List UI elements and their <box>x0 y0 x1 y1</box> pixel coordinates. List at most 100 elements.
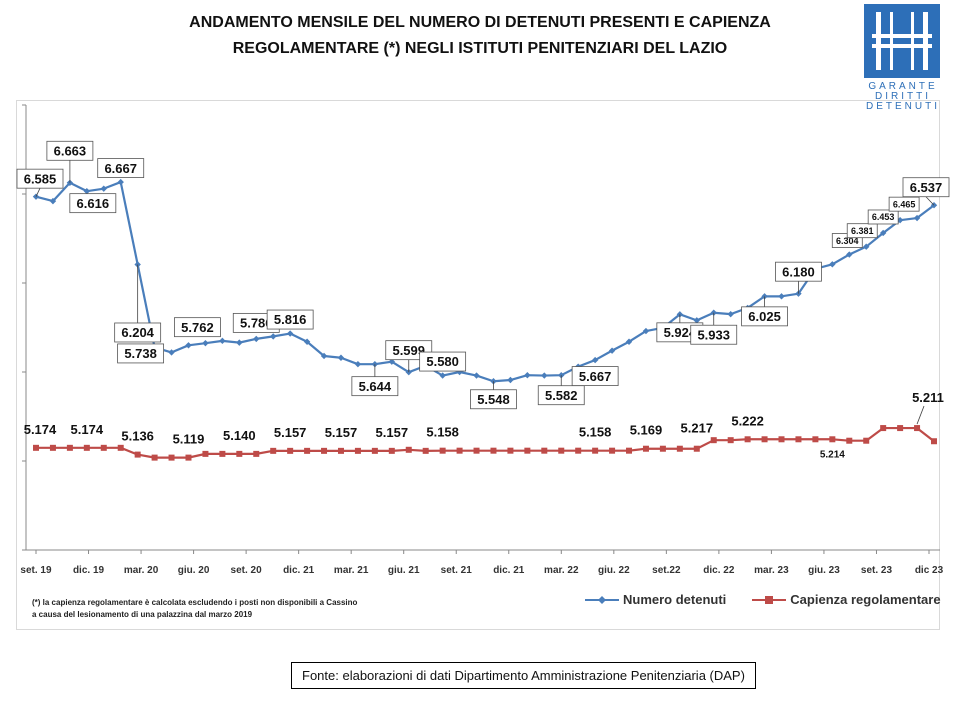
point-capienza <box>659 445 666 452</box>
data-label-capienza: 5.157 <box>325 425 358 440</box>
point-capienza <box>473 447 480 454</box>
point-capienza <box>642 445 649 452</box>
x-tick-label: giu. 22 <box>598 565 630 576</box>
legend-item-capienza: Capienza regolamentare <box>752 592 941 607</box>
x-tick-label: dic. 22 <box>703 565 735 576</box>
data-label-detenuti: 6.025 <box>748 309 781 324</box>
logo-grid-icon <box>872 12 932 70</box>
data-label-capienza: 5.174 <box>24 422 57 437</box>
point-capienza <box>371 447 378 454</box>
x-tick-label: dic. 21 <box>283 565 315 576</box>
point-capienza <box>253 450 260 457</box>
data-label-detenuti: 5.738 <box>124 346 157 361</box>
legend: Numero detenuti Capienza regolamentare <box>585 592 941 607</box>
data-label-box <box>690 324 738 345</box>
point-detenuti <box>625 338 633 345</box>
data-label-detenuti: 6.465 <box>893 199 916 209</box>
point-capienza <box>321 447 328 454</box>
point-capienza <box>66 444 73 451</box>
point-detenuti <box>270 333 277 340</box>
point-detenuti <box>253 335 260 343</box>
x-tick-label: mar. 22 <box>544 565 579 576</box>
data-label-detenuti: 6.667 <box>104 161 137 176</box>
point-detenuti <box>693 317 700 324</box>
point-capienza <box>727 437 734 444</box>
line-chart: set. 19 dic. 19 mar. 20 giu. 20 set. 20 dic. … <box>16 104 950 576</box>
data-label-detenuti: 6.537 <box>910 180 943 195</box>
point-capienza <box>202 450 209 457</box>
data-label-box <box>846 223 878 239</box>
logo-text-line3: DETENUTI <box>866 101 940 112</box>
data-label-capienza: 5.169 <box>630 423 663 438</box>
logo-mark <box>864 4 940 78</box>
legend-item-detenuti: Numero detenuti <box>585 592 726 607</box>
x-tick-label: giu. 20 <box>178 565 210 576</box>
point-capienza <box>693 445 700 452</box>
point-capienza <box>812 436 819 443</box>
point-capienza <box>609 447 616 454</box>
point-detenuti <box>846 251 853 258</box>
footnote: (*) la capienza regolamentare è calcolat… <box>32 597 412 621</box>
data-label-box <box>97 158 145 178</box>
point-capienza <box>897 425 904 432</box>
data-label-box <box>69 193 117 214</box>
point-detenuti <box>507 376 514 384</box>
data-label-detenuti: 5.933 <box>697 327 730 342</box>
logo-text-line2: DIRITTI <box>875 91 931 102</box>
data-label-detenuti: 5.644 <box>359 379 392 394</box>
point-detenuti <box>727 310 734 318</box>
data-label-box <box>117 343 165 364</box>
point-capienza <box>846 437 853 444</box>
point-capienza <box>676 445 683 452</box>
point-capienza <box>575 447 582 454</box>
point-detenuti <box>778 293 785 300</box>
point-detenuti <box>83 187 91 195</box>
data-label-box <box>902 177 950 198</box>
data-label-detenuti: 6.453 <box>872 212 895 222</box>
point-capienza <box>914 425 921 432</box>
point-capienza <box>778 436 785 443</box>
data-label-detenuti: 5.599 <box>392 343 425 358</box>
data-label-capienza: 5.174 <box>71 422 104 437</box>
data-label-capienza: 5.119 <box>173 432 205 447</box>
point-detenuti <box>134 261 141 268</box>
data-label-box <box>419 351 467 372</box>
point-detenuti <box>608 347 616 354</box>
point-detenuti <box>303 338 311 345</box>
legend-diamond-line-icon <box>585 595 619 604</box>
data-label-box <box>867 209 899 225</box>
data-label-capienza: 5.157 <box>376 425 409 440</box>
point-detenuti <box>286 330 294 337</box>
data-label-capienza: 5.222 <box>731 413 764 428</box>
point-capienza <box>151 454 158 461</box>
chart-title: ANDAMENTO MENSILE DEL NUMERO DI DETENUTI… <box>120 10 840 62</box>
point-capienza <box>33 444 39 451</box>
label-leader <box>925 196 935 206</box>
footnote-line1: (*) la capienza regolamentare è calcolat… <box>32 598 358 607</box>
point-capienza <box>388 447 395 454</box>
point-detenuti <box>337 354 345 361</box>
point-detenuti <box>591 356 599 364</box>
data-label-box <box>114 322 162 343</box>
series-line-detenuti <box>35 180 935 383</box>
data-label-capienza: 5.217 <box>681 421 714 436</box>
x-tick-label: set. 20 <box>231 565 263 576</box>
data-label-box <box>174 317 221 338</box>
point-detenuti <box>913 214 921 222</box>
data-label-detenuti: 5.924 <box>664 325 697 340</box>
data-label-capienza: 5.158 <box>426 425 459 440</box>
point-capienza <box>541 447 548 454</box>
point-detenuti <box>558 372 565 379</box>
data-label-detenuti: 6.663 <box>54 143 87 158</box>
data-label-detenuti: 6.304 <box>836 236 859 246</box>
x-tick-label: dic. 21 <box>493 565 525 576</box>
point-capienza <box>490 447 497 454</box>
point-capienza <box>456 447 463 454</box>
point-detenuti <box>236 339 243 346</box>
point-detenuti <box>202 339 209 347</box>
x-tick-label: giu. 23 <box>808 565 840 576</box>
data-label-detenuti: 6.585 <box>24 171 57 186</box>
point-detenuti <box>473 372 480 379</box>
point-capienza <box>304 447 311 454</box>
point-capienza <box>100 444 107 451</box>
